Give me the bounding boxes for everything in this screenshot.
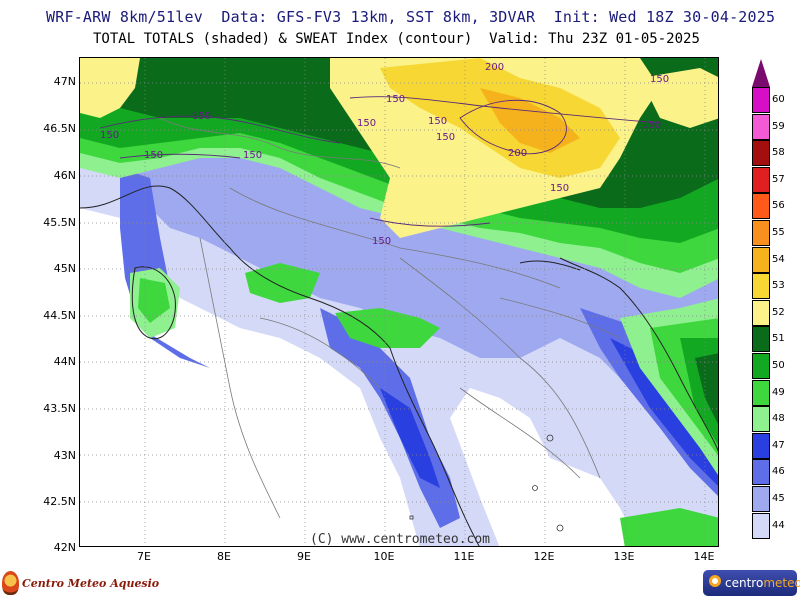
y-label-47n: 47N — [53, 75, 76, 88]
map-plot-area: 200 150 150 150 150 150 150 150 150 150 … — [79, 57, 719, 547]
contour-label: 200 — [508, 148, 527, 159]
x-label-8e: 8E — [217, 550, 231, 563]
contour-label: 150 — [192, 111, 211, 122]
y-label-46-5n: 46.5N — [43, 122, 76, 135]
shade-east-deep — [610, 338, 718, 486]
colorbar-swatch-46 — [752, 459, 770, 486]
coastlines — [80, 185, 718, 546]
contour-label: 150 — [550, 183, 569, 194]
colorbar-label-47: 47 — [772, 439, 785, 451]
aquesio-logo-text: Centro Meteo Aquesio — [22, 577, 160, 590]
islands — [409, 434, 564, 532]
contour-label: 200 — [485, 62, 504, 73]
colorbar-label-56: 56 — [772, 200, 785, 212]
contour-label: 150 — [650, 74, 669, 85]
colorbar-label-58: 58 — [772, 147, 785, 159]
contour-label: 150 — [100, 130, 119, 141]
centrometeo-ring-icon — [709, 575, 721, 587]
centrometeo-logo: centrometeo — [703, 570, 800, 596]
x-label-14e: 14E — [693, 550, 715, 563]
colorbar-swatch-55 — [752, 220, 770, 246]
contour-label: 150 — [642, 120, 661, 131]
x-label-12e: 12E — [533, 550, 555, 563]
sweat-contours — [99, 96, 661, 227]
contour-label: 150 — [372, 236, 391, 247]
contour-label: 150 — [436, 132, 455, 143]
contour-label: 150 — [428, 116, 447, 127]
colorbar-label-51: 51 — [772, 333, 785, 345]
colorbar-label-52: 52 — [772, 306, 785, 318]
map-canvas: 200 150 150 150 150 150 150 150 150 150 … — [80, 58, 718, 546]
contour-label: 150 — [357, 118, 376, 129]
colorbar-swatch-52 — [752, 299, 770, 326]
logo-text-centro: centro — [725, 576, 764, 590]
colorbar-label-53: 53 — [772, 280, 785, 292]
shade-54-core — [480, 88, 580, 153]
y-label-44-5n: 44.5N — [43, 309, 76, 322]
colorbar-swatch-49 — [752, 379, 770, 406]
x-label-11e: 11E — [453, 550, 475, 563]
colorbar-swatch-57 — [752, 166, 770, 193]
colorbar-swatch-60 — [752, 87, 770, 113]
colorbar-swatch-59 — [752, 113, 770, 140]
colorbar-label-44: 44 — [772, 519, 785, 531]
x-label-10e: 10E — [373, 550, 395, 563]
colorbar-swatch-51 — [752, 326, 770, 353]
colorbar-swatch-54 — [752, 246, 770, 273]
regional-borders — [159, 117, 621, 519]
shade-tuscany-green — [335, 308, 440, 348]
title-field-valid: TOTAL TOTALS (shaded) & SWEAT Index (con… — [93, 31, 700, 47]
contour-label: 150 — [386, 94, 405, 105]
colorbar-swatch-56 — [752, 193, 770, 220]
y-label-45n: 45N — [53, 262, 76, 275]
x-label-9e: 9E — [297, 550, 311, 563]
y-label-46n: 46N — [53, 169, 76, 182]
shade-47-deep — [380, 388, 440, 488]
y-label-45-5n: 45.5N — [43, 216, 76, 229]
colorbar-label-55: 55 — [772, 227, 785, 238]
x-label-13e: 13E — [613, 550, 635, 563]
colorbar-swatch-58 — [752, 140, 770, 167]
colorbar-label-60: 60 — [772, 94, 785, 105]
colorbar-swatch-44 — [752, 512, 770, 539]
aquesio-badge-icon — [2, 571, 19, 595]
y-label-44n: 44N — [53, 355, 76, 368]
logo-text-meteo: meteo — [763, 576, 800, 590]
colorbar-label-49: 49 — [772, 386, 785, 398]
colorbar-label-59: 59 — [772, 120, 785, 132]
shade-se-green — [620, 508, 718, 546]
centro-meteo-aquesio-logo: Centro Meteo Aquesio — [2, 570, 162, 598]
colorbar-label-45: 45 — [772, 493, 785, 504]
contour-label: 150 — [243, 150, 262, 161]
shade-east-green-51 — [695, 353, 718, 424]
shade-52-ne — [640, 68, 718, 128]
y-label-42-5n: 42.5N — [43, 495, 76, 508]
y-label-42n: 42N — [53, 541, 76, 554]
copyright-watermark: (C) www.centrometeo.com — [310, 532, 491, 547]
y-label-43n: 43N — [53, 449, 76, 462]
centrometeo-logo-text: centrometeo — [725, 576, 800, 590]
y-label-43-5n: 43.5N — [43, 402, 76, 415]
colorbar-swatch-53 — [752, 273, 770, 300]
contour-label: 150 — [144, 150, 163, 161]
shade-ligurian-green — [245, 263, 320, 303]
title-model-info: WRF-ARW 8km/51lev Data: GFS-FV3 13km, SS… — [46, 8, 776, 26]
shade-52-nw — [80, 58, 140, 118]
colorbar-swatch-45 — [752, 486, 770, 512]
shade-corsica-green2 — [138, 278, 170, 323]
gridlines — [80, 58, 718, 546]
colorbar-label-48: 48 — [772, 413, 785, 425]
colorbar-top-arrow — [752, 59, 770, 87]
x-label-7e: 7E — [137, 550, 151, 563]
colorbar-swatch-50 — [752, 353, 770, 379]
colorbar-label-46: 46 — [772, 466, 785, 478]
colorbar-swatch-47 — [752, 432, 770, 459]
colorbar-label-50: 50 — [772, 360, 785, 371]
colorbar-label-54: 54 — [772, 253, 785, 265]
colorbar-swatch-48 — [752, 406, 770, 433]
colorbar-label-57: 57 — [772, 173, 785, 185]
